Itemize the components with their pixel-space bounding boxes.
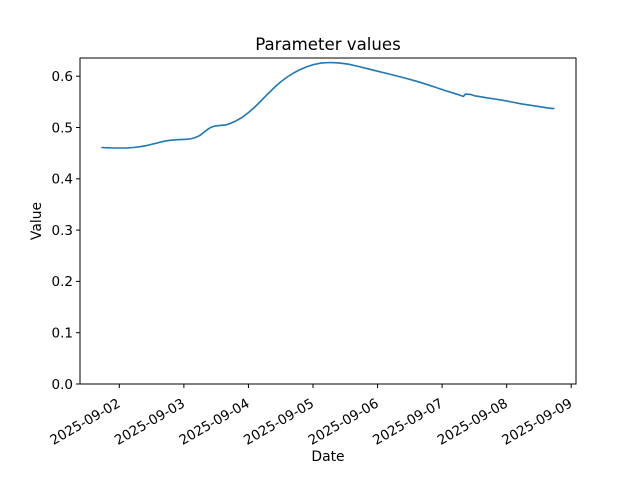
y-tick-label: 0.0 [52, 377, 73, 393]
series-line [101, 61, 555, 149]
y-tick-label: 0.5 [52, 120, 73, 136]
y-axis-label: Value [29, 202, 45, 240]
y-axis-ticks: 0.0 0.1 0.2 0.3 0.4 0.5 0.6 [52, 69, 80, 393]
y-tick-label: 0.4 [52, 172, 73, 188]
plot-border [79, 57, 577, 385]
y-tick-label: 0.2 [52, 274, 73, 290]
y-tick-label: 0.3 [52, 223, 73, 239]
chart-title: Parameter values [255, 35, 401, 54]
y-tick-label: 0.6 [52, 69, 73, 85]
x-axis-label: Date [311, 449, 344, 465]
y-tick-label: 0.1 [52, 326, 73, 342]
